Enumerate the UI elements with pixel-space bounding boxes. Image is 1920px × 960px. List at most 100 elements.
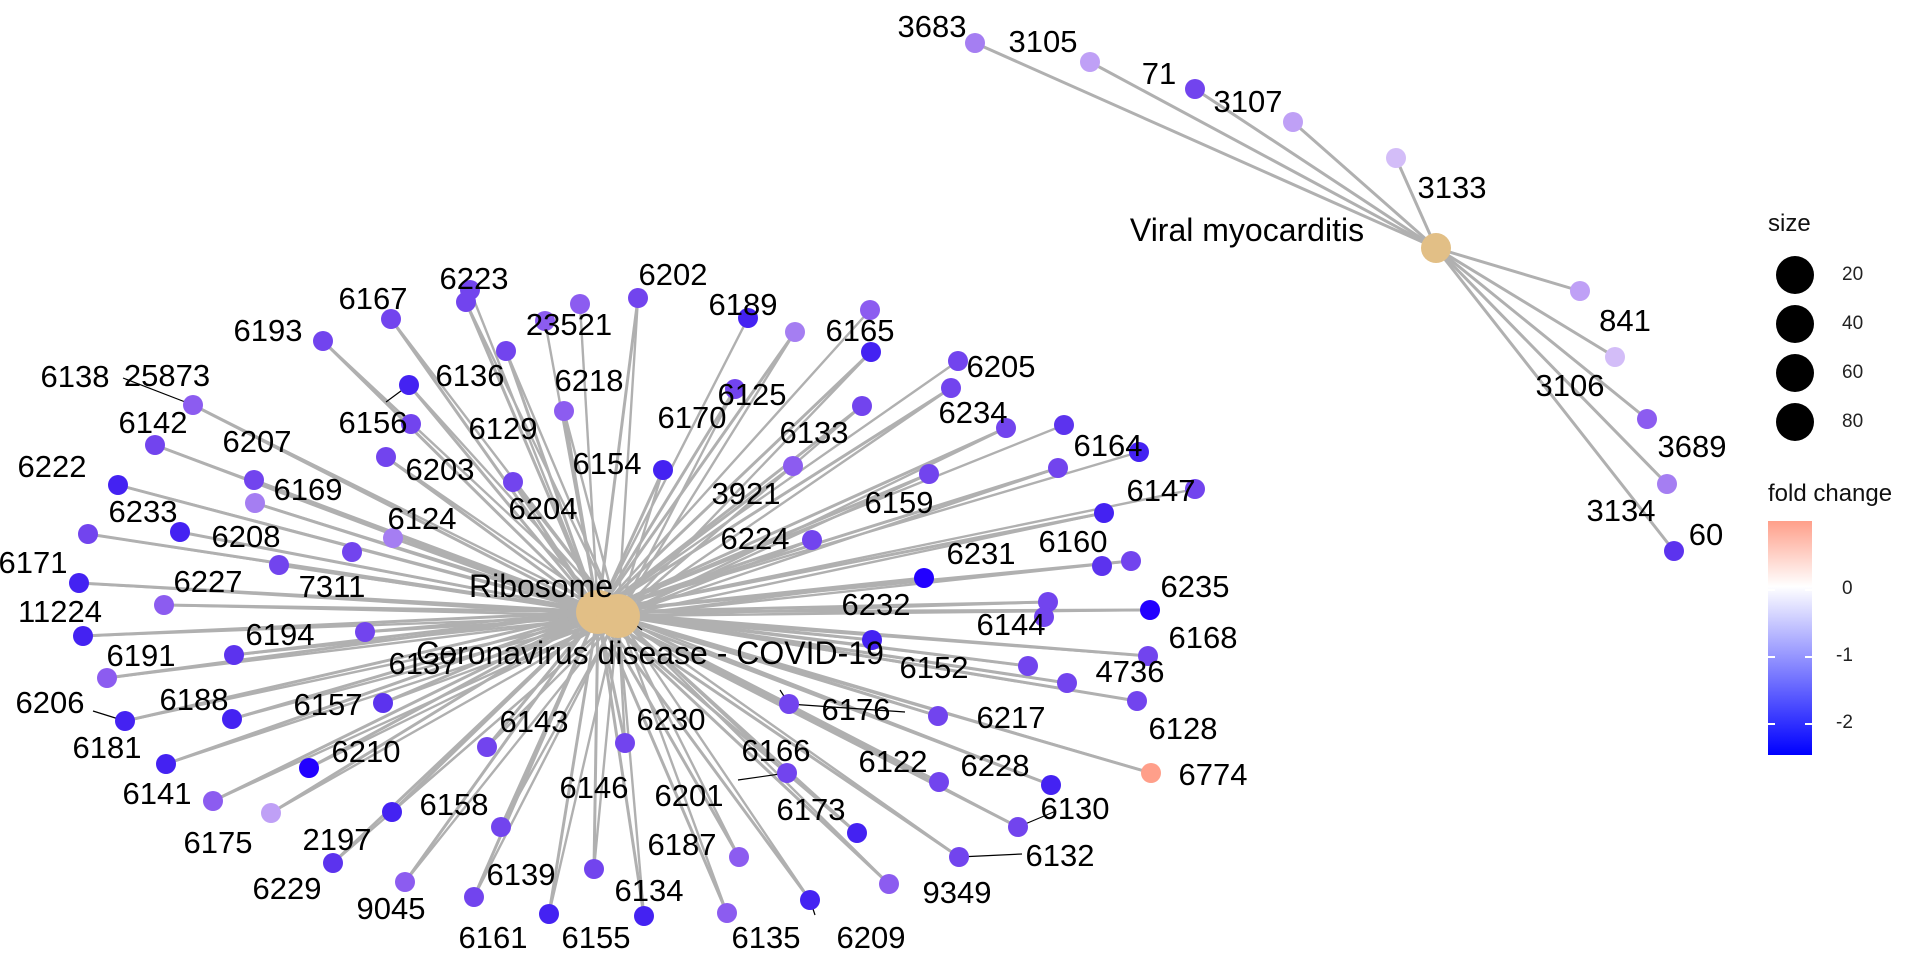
gene-node: [269, 555, 289, 575]
gene-node: [299, 758, 319, 778]
gene-node: [539, 904, 559, 924]
gene-label: 6232: [842, 587, 911, 622]
network-edge: [616, 615, 741, 858]
network-edge: [499, 615, 620, 828]
gene-label: 6144: [977, 607, 1046, 642]
gene-label: 3134: [1587, 493, 1656, 528]
network-edge: [547, 611, 600, 915]
gene-node: [965, 33, 985, 53]
network-edge: [192, 403, 619, 618]
gene-label: 6154: [573, 446, 642, 481]
gene-label: 9045: [357, 891, 426, 926]
network-edge: [617, 608, 1151, 618]
gene-node: [1140, 600, 1160, 620]
gene-node: [879, 874, 899, 894]
gene-label: 6181: [73, 730, 142, 765]
gene-label: 6147: [1127, 473, 1196, 508]
network-edge: [616, 331, 797, 617]
size-legend-entry: 80: [1766, 401, 1916, 445]
gene-node: [554, 401, 574, 421]
gene-node: [1092, 556, 1112, 576]
size-legend-label: 20: [1842, 264, 1864, 285]
gene-node: [395, 872, 415, 892]
category-node: [1421, 233, 1451, 263]
gene-label: 6135: [732, 920, 801, 955]
size-legend-dot: [1776, 305, 1814, 343]
label-leader-line: [122, 377, 194, 406]
network-edge: [617, 351, 872, 617]
gene-node: [729, 847, 749, 867]
gene-node: [1185, 79, 1205, 99]
gene-node: [1121, 551, 1141, 571]
network-edge: [617, 472, 930, 618]
gene-label: 6124: [388, 501, 457, 536]
network-edge: [385, 455, 599, 614]
gene-node: [170, 522, 190, 542]
gene-node: [323, 853, 343, 873]
gene-label: 6158: [420, 787, 489, 822]
gene-label: 6224: [721, 521, 790, 556]
network-edges: [78, 41, 1676, 917]
gene-node: [69, 573, 89, 593]
gene-node: [634, 906, 654, 926]
gene-node: [1138, 646, 1158, 666]
gene-node: [717, 903, 737, 923]
network-edge: [1394, 157, 1438, 249]
gene-label: 6207: [223, 424, 292, 459]
gene-node: [1048, 458, 1068, 478]
network-edge: [407, 384, 600, 613]
network-edge: [1089, 60, 1437, 250]
category-label: Viral myocarditis: [1130, 212, 1364, 248]
gene-node: [862, 630, 882, 650]
gene-label: 6171: [0, 545, 67, 580]
gene-label: 6176: [822, 692, 891, 727]
gene-label: 6143: [500, 704, 569, 739]
network-edge: [617, 559, 1132, 618]
network-edge: [278, 563, 619, 618]
network-edge: [597, 450, 1140, 614]
gene-label: 6132: [1026, 838, 1095, 873]
gene-label: 6167: [339, 281, 408, 316]
gene-node: [460, 280, 480, 300]
gene-label: 6161: [459, 920, 528, 955]
network-edge: [321, 339, 600, 614]
gene-label: 6138: [41, 359, 110, 394]
gene-node: [261, 803, 281, 823]
gene-label: 6233: [109, 494, 178, 529]
gene-label: 6228: [961, 748, 1030, 783]
network-edge: [404, 615, 619, 883]
gene-label: 6193: [234, 313, 303, 348]
gene-node: [222, 709, 242, 729]
network-edge: [597, 309, 871, 613]
gene-node: [783, 456, 803, 476]
gene-node: [477, 737, 497, 757]
gene-node: [929, 772, 949, 792]
network-edge: [596, 611, 646, 917]
network-edge: [1435, 246, 1581, 293]
gene-label: 6234: [939, 395, 1008, 430]
size-legend-entry: 60: [1766, 352, 1916, 396]
network-edge: [390, 610, 600, 814]
size-legend-label: 60: [1842, 362, 1864, 383]
gene-node: [785, 322, 805, 342]
gene-node: [860, 300, 880, 320]
category-label: Coronavirus disease - COVID-19: [416, 635, 884, 671]
gene-node: [628, 288, 648, 308]
gene-label: 6134: [615, 873, 684, 908]
gene-node: [244, 470, 264, 490]
fold-change-tick: 0: [1842, 578, 1853, 599]
gene-label: 6139: [487, 857, 556, 892]
network-edge: [389, 318, 600, 613]
network-edge: [578, 303, 600, 613]
network-edge: [231, 610, 599, 721]
gene-label: 3105: [1009, 24, 1078, 59]
gene-label: 6187: [648, 827, 717, 862]
gene-node: [1129, 442, 1149, 462]
gene-label: 6136: [436, 358, 505, 393]
gene-label: 6206: [16, 685, 85, 720]
gene-node: [779, 694, 799, 714]
network-edge: [617, 614, 873, 642]
gene-node: [156, 754, 176, 774]
size-legend-dot: [1776, 256, 1814, 294]
gene-node: [941, 378, 961, 398]
